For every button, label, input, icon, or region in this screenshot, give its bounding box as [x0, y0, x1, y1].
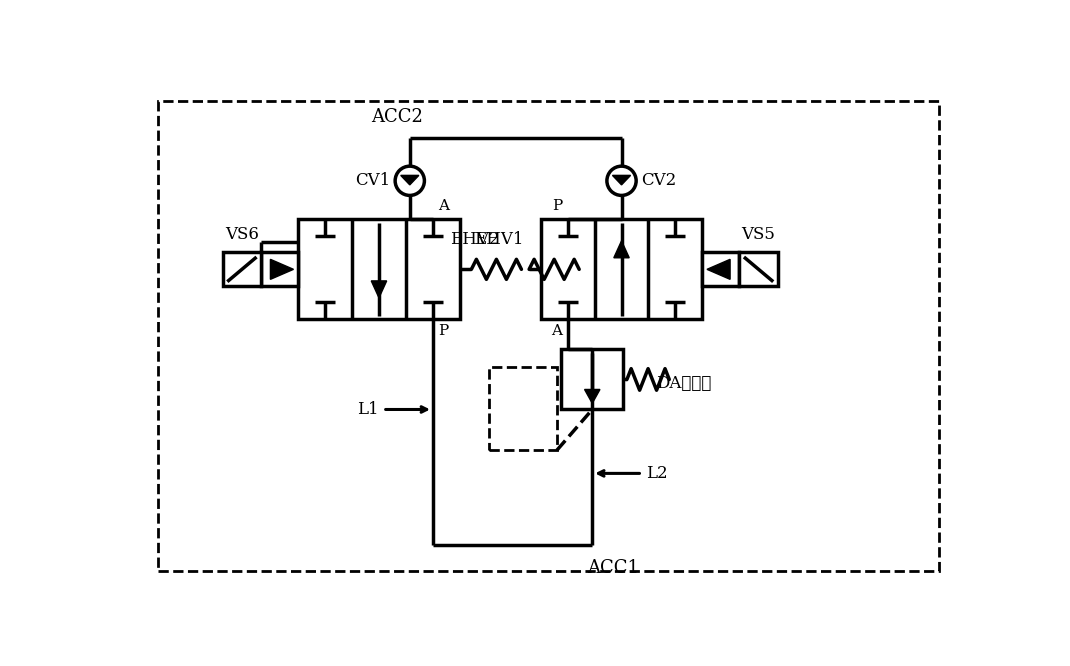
Text: P: P [439, 324, 448, 338]
Bar [489, 367, 556, 450]
Polygon shape [707, 259, 730, 279]
Text: L1: L1 [357, 401, 379, 418]
Bar [739, 252, 778, 286]
Polygon shape [371, 281, 386, 298]
Text: CV2: CV2 [641, 172, 676, 189]
Text: P: P [552, 199, 562, 213]
Text: CV1: CV1 [355, 172, 391, 189]
Bar [299, 219, 460, 320]
Text: VS6: VS6 [225, 226, 259, 243]
Polygon shape [614, 241, 629, 258]
Text: VS5: VS5 [742, 226, 776, 243]
Polygon shape [271, 259, 293, 279]
Text: EHV1: EHV1 [474, 231, 523, 248]
Text: DA控制阀: DA控制阀 [656, 375, 712, 392]
Bar [261, 252, 299, 286]
Text: A: A [439, 199, 449, 213]
Bar [562, 350, 623, 410]
Text: A: A [551, 324, 562, 338]
Text: EHV2: EHV2 [450, 231, 500, 248]
Text: ACC1: ACC1 [586, 559, 639, 577]
Bar [223, 252, 261, 286]
Text: L2: L2 [646, 465, 668, 482]
Polygon shape [400, 175, 418, 185]
Bar [540, 219, 702, 320]
Polygon shape [584, 390, 600, 404]
Text: ACC2: ACC2 [371, 108, 423, 126]
Polygon shape [612, 175, 630, 185]
Bar [702, 252, 739, 286]
